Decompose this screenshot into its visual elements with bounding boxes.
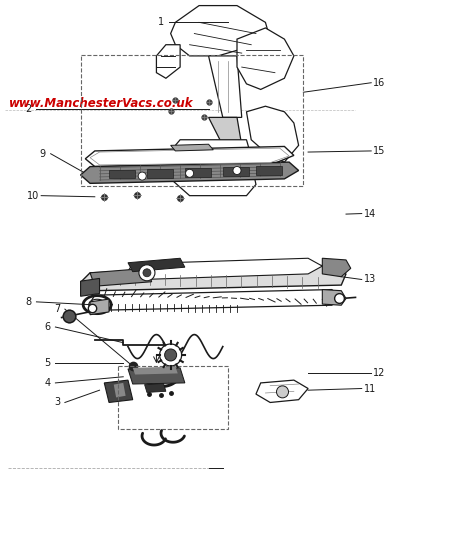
- Polygon shape: [175, 140, 251, 168]
- Circle shape: [276, 386, 289, 398]
- Polygon shape: [128, 258, 322, 280]
- Circle shape: [186, 169, 193, 177]
- Polygon shape: [145, 383, 166, 392]
- Text: 5: 5: [44, 358, 51, 368]
- Polygon shape: [237, 28, 294, 89]
- Polygon shape: [209, 117, 242, 145]
- Circle shape: [164, 349, 177, 361]
- Polygon shape: [114, 383, 126, 397]
- Text: 1: 1: [158, 17, 164, 27]
- Text: 4: 4: [45, 378, 50, 388]
- Text: 6: 6: [45, 322, 50, 332]
- Polygon shape: [128, 368, 185, 384]
- Polygon shape: [246, 106, 299, 162]
- Text: www.ManchesterVacs.co.uk: www.ManchesterVacs.co.uk: [9, 97, 194, 110]
- Bar: [81, 55, 303, 186]
- Bar: [185, 168, 211, 177]
- Polygon shape: [322, 290, 346, 305]
- Circle shape: [160, 344, 182, 366]
- Polygon shape: [90, 290, 341, 310]
- Circle shape: [233, 167, 241, 174]
- Text: 9: 9: [40, 149, 46, 159]
- Text: 3: 3: [54, 397, 60, 408]
- Polygon shape: [171, 144, 213, 151]
- Polygon shape: [81, 266, 346, 291]
- Text: 15: 15: [373, 146, 385, 156]
- Bar: [223, 167, 249, 176]
- Polygon shape: [156, 45, 180, 78]
- Text: 13: 13: [364, 274, 376, 285]
- Bar: [147, 169, 173, 178]
- Text: 2: 2: [25, 104, 32, 114]
- Polygon shape: [128, 258, 185, 272]
- Polygon shape: [171, 6, 270, 56]
- Text: 12: 12: [373, 368, 385, 378]
- Circle shape: [143, 269, 151, 277]
- Text: 16: 16: [373, 78, 385, 88]
- Polygon shape: [81, 162, 299, 183]
- Polygon shape: [85, 146, 294, 167]
- Text: 14: 14: [364, 209, 376, 219]
- Text: 10: 10: [27, 191, 39, 201]
- Bar: [109, 169, 135, 178]
- Text: 11: 11: [364, 383, 376, 394]
- Text: 8: 8: [26, 297, 31, 307]
- Polygon shape: [90, 299, 109, 315]
- Bar: [118, 366, 228, 429]
- Polygon shape: [90, 268, 152, 286]
- Bar: [256, 166, 282, 175]
- Circle shape: [139, 265, 155, 281]
- Text: 7: 7: [54, 304, 60, 314]
- Polygon shape: [171, 162, 256, 196]
- Polygon shape: [104, 380, 133, 402]
- Polygon shape: [90, 148, 289, 165]
- Circle shape: [138, 172, 146, 180]
- Polygon shape: [256, 380, 308, 402]
- Polygon shape: [81, 278, 100, 296]
- Polygon shape: [133, 367, 178, 375]
- Polygon shape: [209, 56, 242, 117]
- Polygon shape: [322, 258, 351, 277]
